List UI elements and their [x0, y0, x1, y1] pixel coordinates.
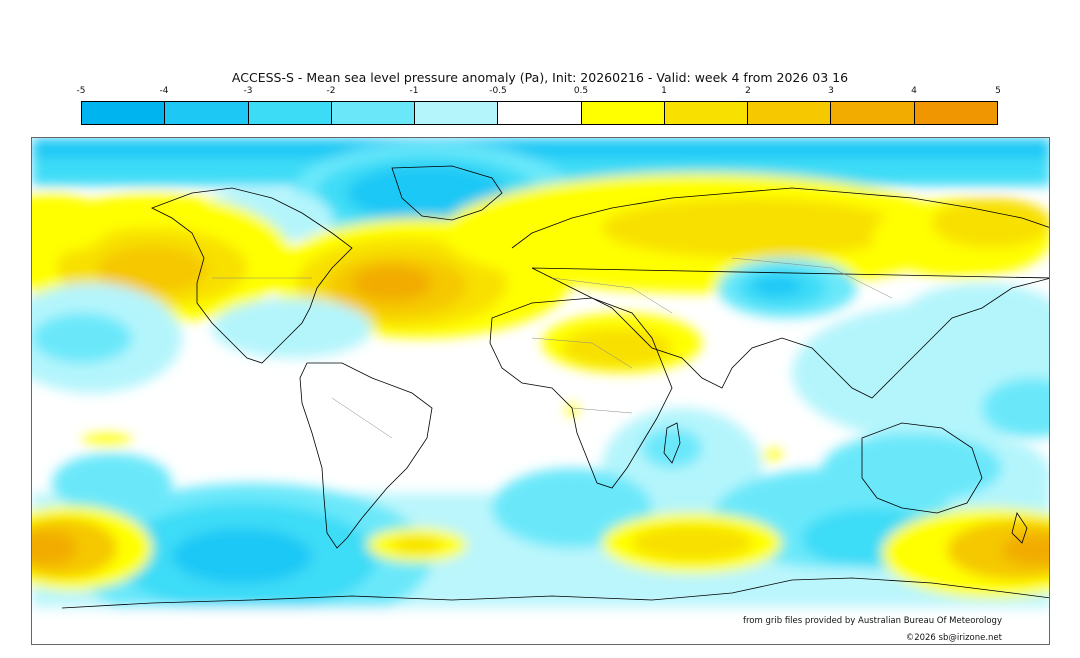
colorbar-swatch [748, 102, 832, 124]
country-borders [212, 257, 893, 439]
colorbar-tick: 0.5 [573, 86, 589, 96]
colorbar-tick: 5 [995, 86, 1001, 96]
colorbar-tick: -5 [76, 86, 86, 96]
colorbar-tick: -3 [243, 86, 253, 96]
colorbar-swatch [331, 102, 416, 124]
colorbar-tick: -1 [409, 86, 419, 96]
colorbar-tick: 4 [911, 86, 917, 96]
copyright-credit: ©2026 sb@irizone.net [905, 633, 1002, 643]
colorbar-swatch [165, 102, 249, 124]
colorbar-swatch [82, 102, 166, 124]
colorbar-swatch [415, 102, 499, 124]
colorbar-swatch [914, 102, 997, 124]
colorbar-swatch [498, 102, 582, 124]
map-title: ACCESS-S - Mean sea level pressure anoma… [231, 70, 849, 85]
colorbar-tick: 2 [745, 86, 751, 96]
colorbar-swatch [581, 102, 665, 124]
colorbar-tick: -2 [326, 86, 336, 96]
colorbar-tick: -0.5 [489, 86, 507, 96]
colorbar-tick-labels: -5 -4 -3 -2 -1 -0.5 0.5 1 2 3 4 5 [0, 86, 1080, 100]
world-map-panel[interactable] [31, 137, 1050, 645]
source-credit: from grib files provided by Australian B… [742, 616, 1002, 626]
anomaly-map-svg [32, 138, 1049, 644]
colorbar-tick: 3 [828, 86, 834, 96]
colorbar-swatch [831, 102, 915, 124]
colorbar-swatch [664, 102, 749, 124]
coastlines [61, 165, 1049, 609]
anomaly-field [32, 138, 1049, 644]
colorbar-legend [81, 101, 998, 125]
colorbar-tick: 1 [661, 86, 667, 96]
colorbar-swatch [248, 102, 332, 124]
colorbar-tick: -4 [159, 86, 169, 96]
